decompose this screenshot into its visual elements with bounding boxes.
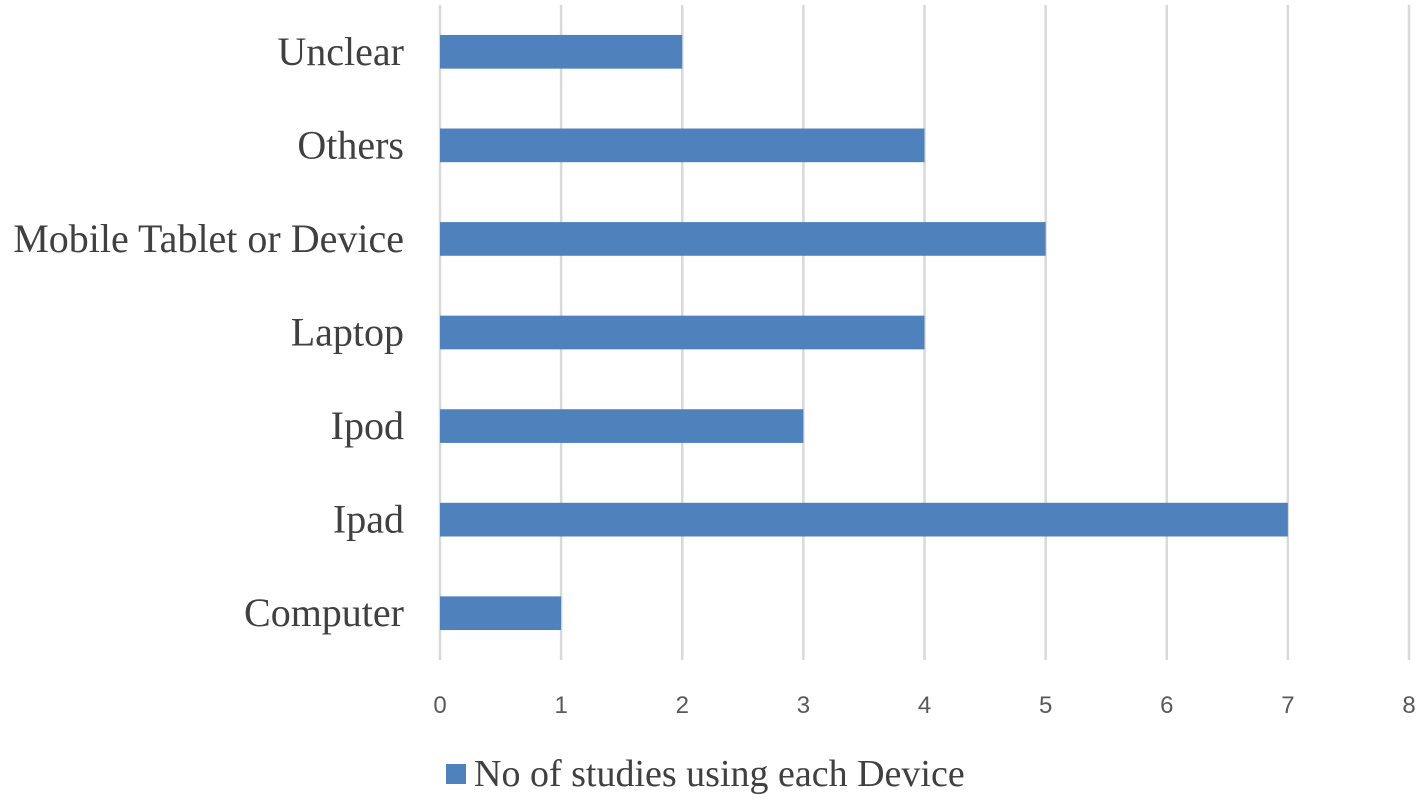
x-tick-label: 3 [797, 692, 810, 719]
bar [440, 34, 683, 69]
legend-swatch [446, 764, 466, 784]
x-tick-label: 4 [918, 692, 931, 719]
x-tick-label: 8 [1402, 692, 1415, 719]
bar [440, 128, 925, 163]
x-axis-tick-labels: 0 1 2 3 4 5 6 7 8 [433, 692, 1415, 719]
category-label: Computer [244, 590, 404, 635]
category-labels: Computer Ipad Ipod Laptop Mobile Tablet or D… [13, 29, 404, 635]
bar [440, 596, 562, 631]
category-label: Mobile Tablet or Device [13, 216, 404, 261]
category-label: Others [297, 122, 404, 167]
legend-label: No of studies using each Device [474, 753, 965, 795]
category-label: Laptop [291, 310, 404, 355]
bar [440, 315, 925, 350]
bar [440, 502, 1288, 537]
category-label: Ipad [333, 497, 404, 542]
x-tick-label: 1 [554, 692, 567, 719]
x-tick-label: 0 [433, 692, 446, 719]
x-tick-label: 7 [1281, 692, 1294, 719]
legend: No of studies using each Device [446, 753, 965, 795]
bar [440, 222, 1046, 256]
x-tick-label: 6 [1160, 692, 1173, 719]
category-label: Ipod [331, 403, 404, 448]
category-label: Unclear [277, 29, 404, 74]
bars [440, 34, 1288, 631]
x-tick-label: 5 [1039, 692, 1052, 719]
bar [440, 409, 804, 443]
x-tick-label: 2 [676, 692, 689, 719]
